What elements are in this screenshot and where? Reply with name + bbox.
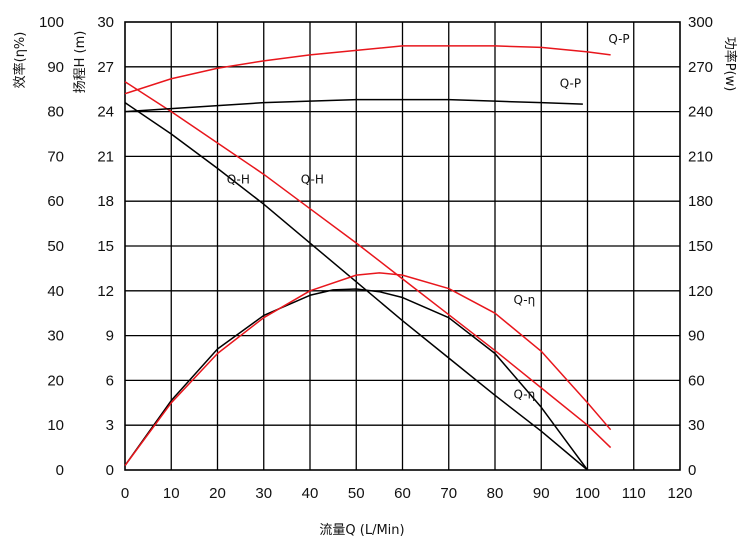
power-tick-label: 90	[688, 328, 705, 345]
efficiency-tick-label: 0	[56, 462, 64, 479]
efficiency-tick-label: 10	[47, 417, 64, 434]
efficiency-tick-label: 100	[39, 14, 64, 31]
curves	[124, 45, 612, 471]
x-tick-label: 80	[487, 485, 504, 502]
power-tick-label: 210	[688, 148, 713, 165]
curve-label: Q-H	[227, 172, 250, 186]
head-tick-label: 27	[97, 59, 114, 76]
head-tick-label: 18	[97, 193, 114, 210]
q-eta-curve-black	[124, 288, 589, 471]
power-tick-label: 270	[688, 59, 713, 76]
efficiency-tick-label: 50	[47, 238, 64, 255]
curve-annotations: Q-P Q-P Q-H Q-H Q-η Q-η	[227, 32, 630, 401]
q-h-curve-black	[124, 102, 588, 471]
x-tick-label: 30	[255, 485, 272, 502]
efficiency-tick-label: 40	[47, 283, 64, 300]
q-p-curve-red	[124, 45, 611, 95]
x-tick-label: 0	[121, 485, 129, 502]
x-tick-label: 120	[667, 485, 692, 502]
x-tick-label: 40	[302, 485, 319, 502]
power-tick-label: 180	[688, 193, 713, 210]
q-h-curve-red	[124, 81, 612, 449]
head-tick-label: 12	[97, 283, 114, 300]
efficiency-tick-label: 90	[47, 59, 64, 76]
power-tick-label: 30	[688, 417, 705, 434]
x-tick-label: 110	[622, 485, 646, 502]
head-tick-label: 30	[97, 14, 114, 31]
curve-label: Q-η	[514, 293, 536, 307]
efficiency-tick-label: 20	[47, 372, 64, 389]
power-tick-label: 150	[688, 238, 713, 255]
grid	[124, 21, 681, 471]
power-axis-label: 功率P(w)	[722, 37, 738, 92]
head-tick-label: 6	[106, 372, 114, 389]
efficiency-axis-label: 效率(η%)	[12, 32, 28, 89]
curve-label: Q-H	[301, 172, 324, 186]
efficiency-tick-label: 80	[47, 104, 64, 121]
x-tick-label: 10	[163, 485, 180, 502]
power-tick-label: 300	[688, 14, 713, 31]
power-tick-label: 120	[688, 283, 713, 300]
x-tick-label: 20	[209, 485, 226, 502]
head-tick-label: 9	[106, 328, 114, 345]
x-tick-label: 60	[394, 485, 411, 502]
curve-label: Q-P	[608, 32, 629, 46]
x-tick-label: 100	[575, 485, 600, 502]
head-axis-label: 扬程H (m)	[73, 31, 88, 94]
head-tick-label: 3	[106, 417, 114, 434]
x-tick-label: 90	[533, 485, 550, 502]
head-tick-label: 15	[97, 238, 114, 255]
power-tick-label: 0	[688, 462, 696, 479]
curve-label: Q-η	[514, 387, 536, 401]
power-tick-label: 240	[688, 104, 713, 121]
efficiency-tick-label: 70	[47, 148, 64, 165]
head-tick-label: 24	[97, 104, 114, 121]
x-axis-label: 流量Q (L/Min)	[319, 523, 404, 538]
q-eta-curve-red	[124, 272, 612, 466]
efficiency-tick-label: 60	[47, 193, 64, 210]
head-tick-label: 21	[97, 148, 114, 165]
curve-label: Q-P	[560, 77, 581, 91]
x-tick-label: 50	[348, 485, 365, 502]
head-tick-label: 0	[106, 462, 114, 479]
efficiency-tick-label: 30	[47, 328, 64, 345]
x-tick-label: 70	[440, 485, 457, 502]
power-tick-label: 60	[688, 372, 705, 389]
q-p-curve-black	[124, 98, 583, 113]
